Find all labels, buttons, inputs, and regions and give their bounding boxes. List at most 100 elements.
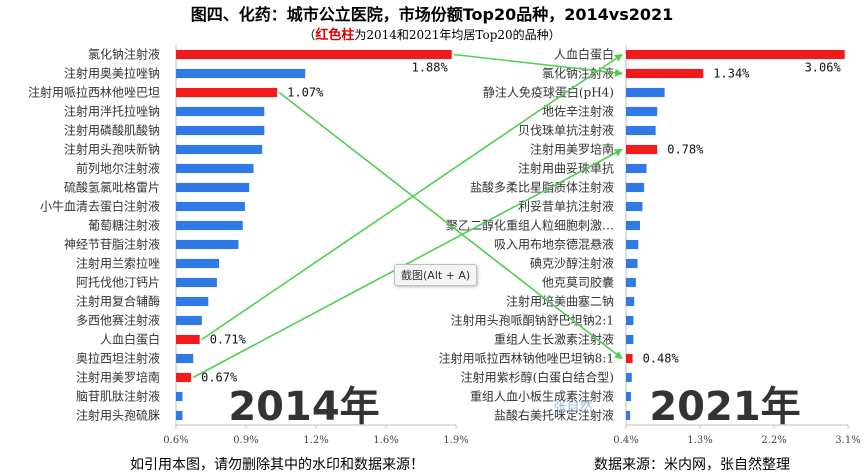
category-label-2014: 人血白蛋白 — [100, 332, 160, 347]
footer-note: 如引用本图，请勿删除其中的水印和数据来源！ — [130, 457, 424, 473]
category-label-2014: 注射用头孢硫脒 — [76, 408, 160, 423]
data-label-2014: 0.67% — [201, 371, 238, 385]
link-arrow — [453, 53, 623, 77]
bar-2021 — [626, 334, 634, 345]
bar-2014 — [176, 277, 217, 288]
data-label-2021: 0.48% — [643, 352, 680, 366]
link-arrow — [201, 53, 623, 341]
category-label-2014: 脑苷肌肽注射液 — [76, 389, 160, 404]
bar-2014 — [176, 315, 202, 326]
data-label-2021: 1.34% — [713, 67, 750, 81]
category-label-2014: 注射用泮托拉唑钠 — [64, 104, 160, 119]
category-label-2014: 前列地尔注射液 — [76, 161, 160, 176]
data-source: 数据来源：米内网，张自然整理 — [594, 456, 790, 473]
bar-2014 — [176, 410, 183, 421]
category-label-2021: 利妥昔单抗注射液 — [518, 199, 614, 214]
subtitle-open: （ — [303, 28, 315, 42]
category-label-2021: 静注人免疫球蛋白(pH4) — [483, 85, 614, 100]
bar-2021 — [626, 49, 845, 60]
screenshot-tooltip: 截图(Alt + A) — [394, 264, 478, 286]
x-tick-label: 1.2% — [303, 435, 328, 446]
x-tick-label: 0.9% — [233, 435, 258, 446]
bar-2021 — [626, 391, 631, 402]
category-label-2021: 人血白蛋白 — [554, 47, 614, 62]
category-label-2021: 盐酸右美托咪定注射液 — [494, 408, 614, 423]
bar-2021 — [626, 201, 643, 212]
bar-2014 — [176, 68, 306, 79]
category-label-2014: 神经节苷脂注射液 — [64, 237, 160, 252]
bar-2021 — [626, 258, 638, 269]
link-arrow — [278, 91, 623, 360]
x-tick-label: 0.6% — [163, 435, 188, 446]
bar-2021 — [626, 296, 635, 307]
bar-2021 — [626, 410, 631, 421]
category-label-2021: 吸入用布地奈德混悬液 — [494, 237, 614, 252]
bar-2014 — [176, 334, 200, 345]
category-label-2014: 注射用奥美拉唑钠 — [64, 66, 160, 81]
bar-2021 — [626, 144, 658, 155]
x-tick-label: 3.1% — [835, 435, 860, 446]
x-tick-label: 1.9% — [443, 435, 468, 446]
category-label-2021: 注射用美罗培南 — [530, 142, 614, 157]
bar-2021 — [626, 106, 658, 117]
bar-2014 — [176, 391, 183, 402]
bar-2021 — [626, 68, 704, 79]
category-label-2014: 阿托伐他汀钙片 — [76, 276, 160, 290]
bar-2021 — [626, 353, 633, 364]
bar-2021 — [626, 182, 645, 193]
category-label-2014: 注射用头孢呋新钠 — [64, 142, 160, 157]
x-tick-label: 2.2% — [761, 435, 786, 446]
bar-2014 — [176, 144, 263, 155]
bar-2021 — [626, 220, 640, 231]
bar-2014 — [176, 201, 245, 212]
category-label-2014: 奥拉西坦注射液 — [76, 351, 160, 366]
bar-2021 — [626, 163, 647, 174]
bar-2014 — [176, 163, 254, 174]
category-label-2014: 注射用磷酸肌酸钠 — [64, 123, 160, 138]
category-label-2021: 氯化钠注射液 — [542, 66, 614, 81]
chart-2014-panel: 0.6% 0.9% 1.2% 1.6% 1.9% 氯化钠注射液 1.88% 注射用奥美拉唑钠注… — [28, 45, 469, 446]
data-label-2021: 0.78% — [667, 143, 704, 157]
bar-2021 — [626, 239, 639, 250]
category-label-2014: 注射用兰索拉唑 — [76, 256, 160, 271]
bar-2021 — [626, 125, 656, 136]
chart-2021-panel: 0.4% 1.3% 2.2% 3.1% 人血白蛋白 3.06% 氯化钠注射液 1.34% 静注人… — [439, 45, 861, 446]
category-label-2021: 注射用曲妥珠单抗 — [518, 161, 614, 176]
bar-2014 — [176, 239, 239, 250]
bar-2014 — [176, 258, 220, 269]
data-label-2014: 0.71% — [210, 333, 247, 347]
category-label-2021: 碘克沙醇注射液 — [530, 256, 614, 271]
category-label-2021: 地佐辛注射液 — [542, 104, 614, 119]
year-label-2014: 2014年 — [228, 384, 379, 430]
x-tick-label: 0.4% — [613, 435, 638, 446]
bar-2014 — [176, 87, 278, 98]
category-label-2021: 贝伐珠单抗注射液 — [518, 123, 614, 138]
category-label-2021: 重组人生长激素注射液 — [494, 332, 614, 347]
watermark: 张自然 — [553, 399, 592, 415]
bar-2014 — [176, 296, 209, 307]
category-label-2014: 小牛血清去蛋白注射液 — [40, 199, 160, 214]
year-label-2021: 2021年 — [649, 384, 800, 430]
x-tick-label: 1.6% — [373, 435, 398, 446]
bar-2014 — [176, 220, 243, 231]
data-label-2021: 3.06% — [805, 61, 842, 75]
category-label-2021: 他克莫司胶囊 — [542, 275, 614, 290]
category-label-2021: 重组人血小板生成素注射液 — [470, 389, 614, 404]
bar-2021 — [626, 315, 634, 326]
data-label-2014: 1.88% — [412, 61, 449, 75]
chart-title: 图四、化药：城市公立医院，市场份额Top20品种，2014vs2021 — [191, 5, 674, 24]
chart-subtitle: （红色柱为2014和2021年均居Top20的品种） — [303, 27, 560, 43]
bar-2014 — [176, 353, 194, 364]
category-label-2014: 氯化钠注射液 — [88, 47, 160, 62]
data-label-2014: 1.07% — [287, 86, 324, 100]
category-label-2021: 盐酸多柔比星脂质体注射液 — [470, 180, 614, 195]
bar-2014 — [176, 125, 265, 136]
bar-2014 — [176, 106, 265, 117]
category-label-2021: 注射用哌拉西林钠他唑巴坦钠8:1 — [439, 351, 614, 366]
bar-2021 — [626, 87, 665, 98]
bar-2021 — [626, 277, 636, 288]
category-label-2014: 多西他赛注射液 — [76, 313, 160, 328]
bar-2014 — [176, 182, 250, 193]
category-label-2014: 注射用美罗培南 — [76, 370, 160, 385]
